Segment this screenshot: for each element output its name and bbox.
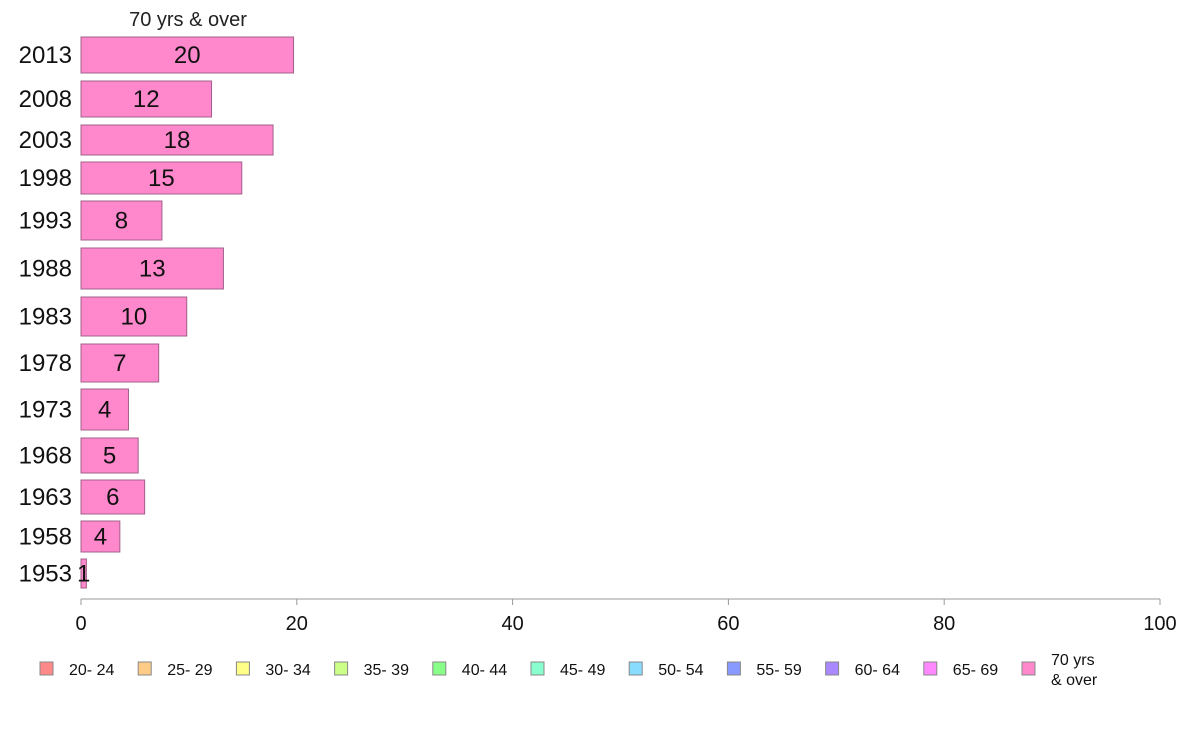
- x-tick-label-80: 80: [933, 613, 955, 635]
- bar-value-label-1998: 15: [148, 165, 175, 192]
- category-label-1988: 1988: [19, 256, 72, 283]
- category-label-1963: 1963: [19, 484, 72, 511]
- legend-label-4: 40- 44: [462, 662, 507, 679]
- legend-swatch-1: [137, 661, 152, 676]
- bar-value-label-2013: 20: [174, 42, 201, 69]
- x-tick-label-100: 100: [1143, 613, 1176, 635]
- bar-1963: [80, 479, 146, 515]
- x-tick-label-60: 60: [717, 613, 739, 635]
- legend-swatch-0: [39, 661, 54, 676]
- category-label-1973: 1973: [19, 397, 72, 424]
- chart-title: 70 yrs & over: [129, 9, 247, 31]
- bar-1968: [80, 437, 139, 474]
- category-label-1998: 1998: [19, 165, 72, 192]
- category-label-1968: 1968: [19, 443, 72, 470]
- bar-1983: [80, 296, 188, 337]
- legend-swatch-6: [628, 661, 643, 676]
- legend-label-10: 70 yrs & over: [1051, 652, 1098, 689]
- bar-1973: [80, 388, 129, 431]
- legend-label-0: 20- 24: [69, 662, 114, 679]
- legend-swatch-10: [1021, 661, 1036, 676]
- bar-1978: [80, 343, 160, 383]
- bar-value-label-1988: 13: [139, 256, 166, 283]
- legend-label-1: 25- 29: [167, 662, 212, 679]
- legend-label-6: 50- 54: [658, 662, 703, 679]
- bar-2013: [80, 36, 295, 74]
- bar-1998: [80, 161, 243, 195]
- legend-label-3: 35- 39: [364, 662, 409, 679]
- legend-swatch-8: [825, 661, 840, 676]
- bar-value-label-1958: 4: [94, 524, 107, 551]
- x-tick-label-20: 20: [286, 613, 308, 635]
- bar-value-label-2008: 12: [133, 86, 160, 113]
- legend-label-8: 60- 64: [855, 662, 900, 679]
- legend-swatch-5: [530, 661, 545, 676]
- legend-swatch-2: [235, 661, 250, 676]
- x-tick-label-40: 40: [501, 613, 523, 635]
- category-label-1993: 1993: [19, 208, 72, 235]
- bar-1993: [80, 200, 163, 241]
- legend-label-2: 30- 34: [265, 662, 310, 679]
- category-label-1953: 1953: [19, 561, 72, 588]
- bar-1953: [80, 558, 87, 589]
- bar-value-label-1963: 6: [106, 484, 119, 511]
- bar-value-label-1993: 8: [115, 208, 128, 235]
- category-label-1983: 1983: [19, 304, 72, 331]
- category-label-1958: 1958: [19, 524, 72, 551]
- bar-1988: [80, 247, 224, 290]
- bar-2008: [80, 80, 213, 118]
- legend: 20- 24 25- 29 30- 34 35- 39 40- 44 45- 49 50- …: [39, 652, 1098, 689]
- bar-value-label-1953: 1: [77, 561, 90, 588]
- legend-swatch-9: [923, 661, 938, 676]
- category-label-1978: 1978: [19, 350, 72, 377]
- category-labels-layer: 2013 2008 2003 1998 1993 1988 1983 1978 1973 1968…: [19, 42, 72, 588]
- legend-swatch-4: [432, 661, 447, 676]
- legend-swatch-3: [334, 661, 349, 676]
- bar-value-label-2003: 18: [164, 127, 191, 154]
- x-tick-label-0: 0: [75, 613, 86, 635]
- bar-value-label-1968: 5: [103, 443, 116, 470]
- bar-value-label-1978: 7: [113, 350, 126, 377]
- bar-value-label-1973: 4: [98, 397, 111, 424]
- bar-1958: [80, 520, 121, 553]
- category-label-2003: 2003: [19, 127, 72, 154]
- legend-swatch-7: [726, 661, 741, 676]
- x-axis: 0 20 40 60 80 100: [75, 598, 1177, 635]
- bar-value-label-1983: 10: [121, 304, 148, 331]
- legend-label-9: 65- 69: [953, 662, 998, 679]
- legend-label-7: 55- 59: [756, 662, 801, 679]
- category-label-2008: 2008: [19, 86, 72, 113]
- legend-label-5: 45- 49: [560, 662, 605, 679]
- bar-2003: [80, 124, 274, 156]
- category-label-2013: 2013: [19, 42, 72, 69]
